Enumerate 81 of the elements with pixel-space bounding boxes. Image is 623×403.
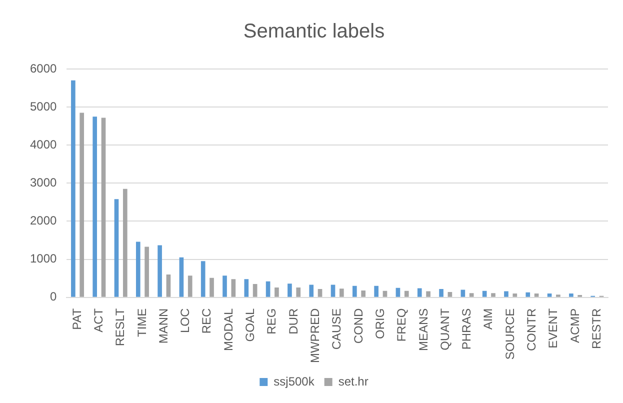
bar bbox=[374, 286, 378, 297]
bar bbox=[252, 284, 258, 297]
x-tick-label: RESTR bbox=[589, 308, 604, 350]
bar bbox=[231, 279, 236, 297]
bar bbox=[274, 287, 279, 297]
bar bbox=[491, 293, 496, 297]
bar bbox=[166, 274, 171, 297]
x-tick-label: ACT bbox=[91, 308, 106, 332]
x-tick-label: PAT bbox=[70, 308, 84, 330]
bar bbox=[188, 276, 192, 297]
bar bbox=[361, 290, 366, 297]
x-tick-label: GOAL bbox=[243, 308, 258, 342]
bar bbox=[340, 288, 344, 297]
bar bbox=[569, 294, 574, 297]
bar bbox=[200, 261, 206, 297]
chart-title: Semantic labels bbox=[243, 20, 385, 43]
bar bbox=[417, 288, 422, 297]
y-tick-label: 3000 bbox=[30, 175, 58, 190]
bar bbox=[512, 294, 518, 297]
x-tick-label: QUANT bbox=[438, 308, 452, 350]
legend-label: ssj500k bbox=[274, 374, 316, 388]
bar bbox=[122, 188, 128, 297]
x-tick-label: DUR bbox=[286, 308, 300, 334]
bar bbox=[482, 290, 487, 297]
y-tick-label: 4000 bbox=[30, 137, 58, 152]
bar bbox=[71, 80, 76, 297]
x-tick-label: FREQ bbox=[394, 308, 409, 342]
bar bbox=[330, 284, 336, 297]
bar bbox=[288, 284, 292, 297]
bar bbox=[460, 290, 466, 297]
bar bbox=[222, 276, 227, 297]
bar bbox=[426, 291, 430, 297]
bar bbox=[382, 290, 388, 297]
x-tick-label: MEANS bbox=[416, 308, 430, 352]
x-tick-label: CONTR bbox=[524, 308, 539, 352]
bar bbox=[296, 287, 301, 297]
y-tick-label: 2000 bbox=[30, 214, 58, 228]
x-tick-label: AIM bbox=[481, 308, 496, 330]
bar bbox=[448, 292, 452, 297]
x-tick-label: MODAL bbox=[221, 308, 236, 352]
y-tick-label: 6000 bbox=[30, 61, 58, 76]
bar bbox=[396, 288, 400, 297]
bar bbox=[404, 290, 409, 297]
x-tick-label: COND bbox=[351, 308, 366, 344]
y-tick-label: 5000 bbox=[30, 99, 58, 114]
bar bbox=[352, 286, 357, 297]
bar bbox=[144, 246, 149, 297]
bar bbox=[244, 279, 249, 297]
x-tick-label: MANN bbox=[156, 308, 170, 344]
x-tick-label: ACMP bbox=[568, 308, 582, 344]
x-tick-label: REC bbox=[200, 308, 214, 334]
x-tick-label: EVENT bbox=[546, 308, 560, 348]
bar bbox=[179, 257, 184, 297]
bar bbox=[92, 116, 98, 297]
bar bbox=[309, 284, 314, 297]
bar bbox=[534, 294, 539, 297]
bar bbox=[439, 288, 444, 297]
bar bbox=[210, 278, 214, 297]
bar bbox=[101, 118, 106, 297]
bar bbox=[547, 294, 552, 297]
x-tick-label: SOURCE bbox=[502, 308, 517, 360]
x-tick-label: PHRAS bbox=[460, 308, 474, 350]
x-tick-label: LOC bbox=[178, 308, 192, 334]
bar bbox=[136, 242, 140, 297]
x-tick-label: RESLT bbox=[113, 308, 128, 346]
x-tick-label: TIME bbox=[134, 308, 149, 338]
bar bbox=[114, 199, 119, 297]
y-tick-label: 0 bbox=[50, 290, 58, 304]
x-tick-label: REG bbox=[264, 308, 279, 334]
x-tick-label: MWPRED bbox=[308, 308, 322, 364]
y-tick-label: 1000 bbox=[30, 252, 58, 266]
bar bbox=[266, 281, 270, 297]
bar bbox=[504, 291, 508, 297]
bar bbox=[158, 245, 162, 297]
bar bbox=[469, 293, 474, 297]
legend-label: set.hr bbox=[338, 374, 368, 388]
x-tick-label: CAUSE bbox=[330, 308, 344, 350]
x-tick-label: ORIG bbox=[372, 308, 387, 340]
bar bbox=[526, 292, 530, 297]
bar bbox=[318, 288, 322, 297]
bar bbox=[80, 112, 84, 297]
